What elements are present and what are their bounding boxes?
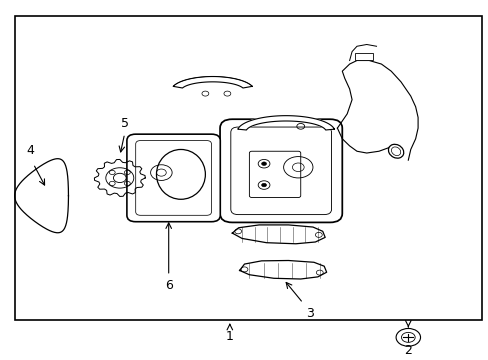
FancyBboxPatch shape bbox=[135, 140, 211, 215]
Text: 1: 1 bbox=[225, 330, 233, 343]
Text: 5: 5 bbox=[121, 117, 128, 130]
FancyBboxPatch shape bbox=[354, 53, 372, 60]
FancyBboxPatch shape bbox=[249, 151, 300, 198]
Text: 3: 3 bbox=[306, 307, 314, 320]
FancyBboxPatch shape bbox=[220, 119, 342, 222]
Circle shape bbox=[261, 162, 266, 166]
Circle shape bbox=[261, 183, 266, 187]
Text: 4: 4 bbox=[26, 144, 34, 157]
Polygon shape bbox=[232, 225, 325, 244]
FancyBboxPatch shape bbox=[230, 127, 331, 215]
Text: 2: 2 bbox=[404, 345, 411, 357]
Polygon shape bbox=[173, 77, 252, 88]
Bar bbox=[15, 16, 481, 320]
FancyBboxPatch shape bbox=[126, 134, 220, 222]
Polygon shape bbox=[239, 261, 326, 279]
Text: 6: 6 bbox=[164, 279, 172, 292]
Polygon shape bbox=[237, 116, 334, 130]
